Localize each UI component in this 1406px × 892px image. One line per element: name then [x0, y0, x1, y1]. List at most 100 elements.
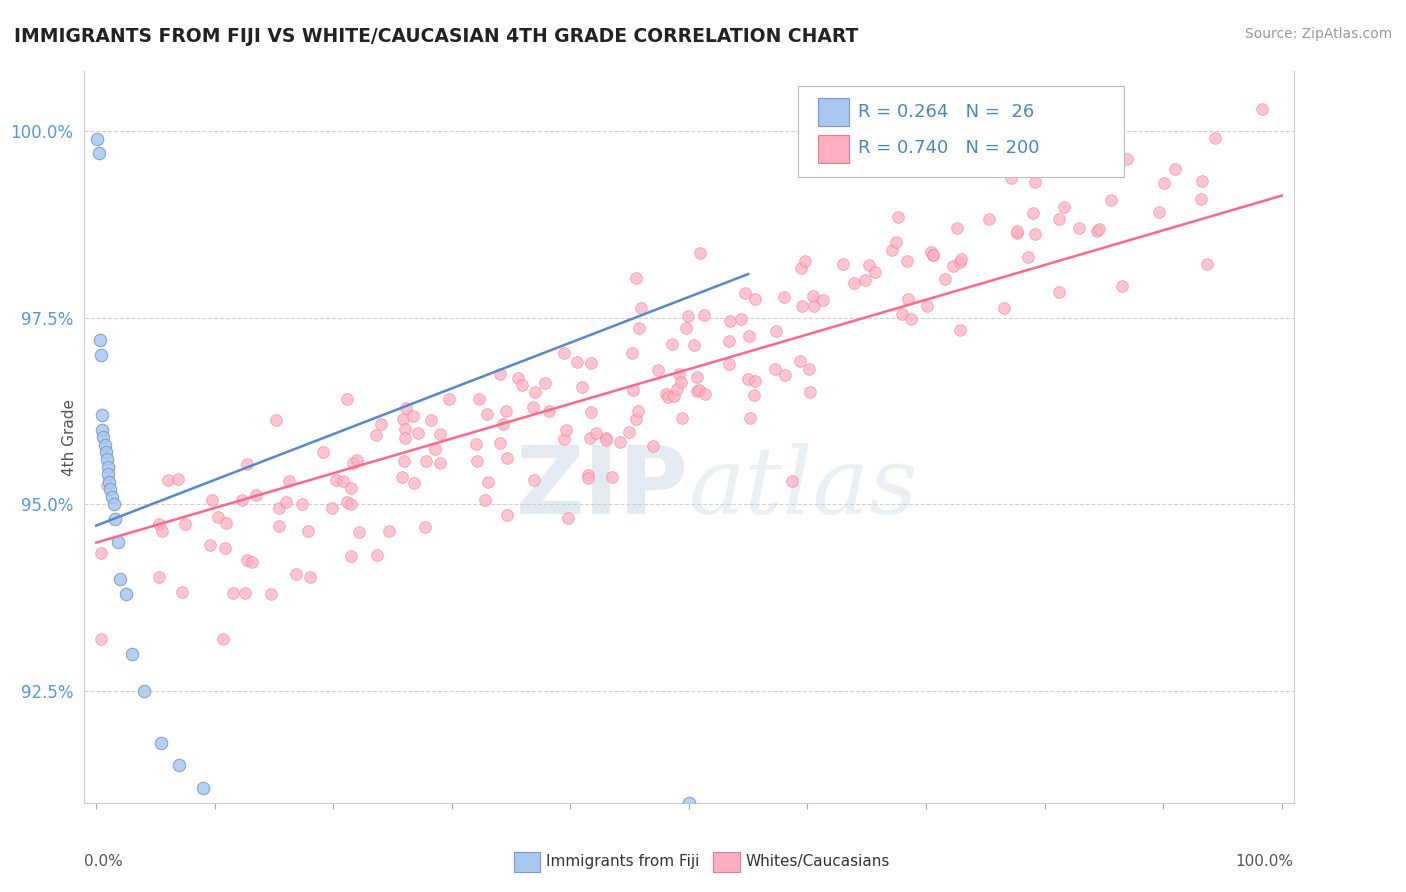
Point — [347, 524, 370, 539]
Point — [370, 417, 392, 431]
Point — [103, 497, 125, 511]
Point — [274, 494, 297, 508]
Point — [465, 436, 488, 450]
Point — [621, 384, 644, 398]
Point — [740, 411, 762, 425]
Point — [579, 356, 602, 370]
Point — [392, 454, 415, 468]
Point — [496, 508, 519, 523]
Point — [336, 495, 359, 509]
Point — [738, 329, 761, 343]
Point — [107, 534, 129, 549]
Point — [477, 475, 499, 490]
Point — [887, 211, 910, 225]
Point — [439, 392, 461, 407]
Point — [744, 292, 766, 306]
Point — [1149, 205, 1171, 219]
Point — [624, 271, 647, 285]
Point — [689, 246, 711, 260]
Point — [492, 417, 515, 432]
Point — [737, 372, 759, 386]
Point — [298, 569, 321, 583]
Point — [364, 428, 387, 442]
Text: R = 0.740   N = 200: R = 0.740 N = 200 — [858, 139, 1039, 157]
Point — [832, 257, 855, 271]
Point — [98, 475, 121, 489]
Point — [1111, 278, 1133, 293]
Point — [801, 289, 824, 303]
Point — [554, 423, 576, 437]
Point — [921, 248, 943, 262]
Point — [394, 431, 416, 445]
Point — [813, 293, 835, 307]
Point — [489, 368, 512, 382]
Point — [489, 436, 512, 450]
Point — [803, 299, 825, 313]
Point — [693, 308, 716, 322]
Point — [1000, 170, 1022, 185]
Text: Source: ZipAtlas.com: Source: ZipAtlas.com — [1244, 27, 1392, 41]
Point — [946, 220, 969, 235]
Point — [1017, 250, 1039, 264]
Point — [538, 404, 561, 418]
Point — [231, 492, 253, 507]
Point — [415, 520, 437, 534]
Point — [880, 243, 903, 257]
Point — [340, 481, 363, 495]
Text: 100.0%: 100.0% — [1236, 854, 1294, 869]
Point — [600, 470, 623, 484]
Point — [917, 299, 939, 313]
Point — [1024, 227, 1046, 241]
Point — [630, 301, 652, 315]
Point — [86, 131, 108, 145]
Point — [392, 412, 415, 426]
Point — [884, 235, 907, 249]
Point — [553, 346, 575, 360]
Point — [773, 289, 796, 303]
Point — [763, 361, 786, 376]
Point — [173, 516, 195, 531]
Point — [949, 255, 972, 269]
Point — [682, 338, 704, 352]
Text: Whites/Caucasians: Whites/Caucasians — [745, 854, 890, 869]
Point — [1047, 212, 1070, 227]
Point — [97, 467, 120, 482]
Bar — [818, 135, 849, 163]
Point — [94, 445, 117, 459]
Point — [647, 363, 669, 377]
Point — [655, 387, 678, 401]
Text: ZIP: ZIP — [516, 442, 689, 534]
Point — [167, 758, 190, 772]
Point — [790, 260, 813, 275]
Point — [1087, 222, 1109, 236]
Point — [510, 377, 533, 392]
Point — [523, 473, 546, 487]
Point — [668, 367, 690, 381]
Point — [91, 408, 114, 422]
Point — [477, 407, 499, 421]
Point — [765, 324, 787, 338]
Point — [717, 357, 740, 371]
Point — [1204, 130, 1226, 145]
Point — [90, 632, 112, 646]
Point — [688, 383, 710, 397]
Point — [858, 258, 880, 272]
Point — [657, 390, 679, 404]
Point — [104, 512, 127, 526]
Y-axis label: 4th Grade: 4th Grade — [62, 399, 77, 475]
Point — [402, 409, 425, 423]
Point — [620, 345, 643, 359]
Point — [240, 554, 263, 568]
Point — [157, 473, 180, 487]
Point — [245, 488, 267, 502]
Point — [297, 524, 319, 538]
Point — [686, 384, 709, 398]
Point — [207, 510, 229, 524]
Point — [429, 456, 451, 470]
Point — [214, 541, 236, 555]
Point — [269, 500, 291, 515]
Point — [844, 276, 866, 290]
Point — [495, 404, 517, 418]
Point — [1087, 224, 1109, 238]
Point — [799, 384, 821, 399]
